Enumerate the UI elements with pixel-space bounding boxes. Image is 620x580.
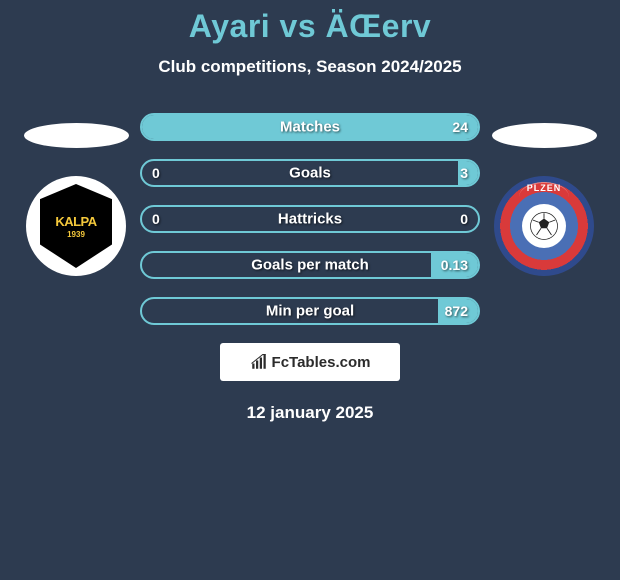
left-team-badge: KALPA 1939 — [26, 176, 126, 276]
main-comparison-row: KALPA 1939 Matches 24 0 Goals 3 — [0, 113, 620, 423]
right-team-badge: PLZEN — [494, 176, 594, 276]
left-badge-year: 1939 — [67, 230, 85, 239]
stat-label: Matches — [280, 119, 340, 136]
stat-bar-goals-per-match: Goals per match 0.13 — [140, 251, 480, 279]
page-subtitle: Club competitions, Season 2024/2025 — [0, 57, 620, 77]
stat-value-right: 24 — [452, 119, 468, 135]
stat-value-right: 3 — [460, 165, 468, 181]
footer-date: 12 january 2025 — [140, 403, 480, 423]
right-badge-top-text: PLZEN — [527, 183, 562, 193]
right-player-placeholder — [492, 123, 597, 148]
stat-bar-matches: Matches 24 — [140, 113, 480, 141]
stat-value-right: 0.13 — [441, 257, 468, 273]
stat-bar-min-per-goal: Min per goal 872 — [140, 297, 480, 325]
stat-bar-goals: 0 Goals 3 — [140, 159, 480, 187]
stat-bar-hattricks: 0 Hattricks 0 — [140, 205, 480, 233]
stats-column: Matches 24 0 Goals 3 0 Hattricks 0 — [136, 113, 484, 423]
stat-label: Min per goal — [266, 303, 354, 320]
left-player-placeholder — [24, 123, 129, 148]
right-badge-center — [522, 204, 566, 248]
left-team-column: KALPA 1939 — [16, 113, 136, 276]
stat-label: Hattricks — [278, 211, 342, 228]
right-team-column: PLZEN — [484, 113, 604, 276]
stat-value-right: 872 — [445, 303, 468, 319]
soccer-ball-icon — [529, 211, 559, 241]
bar-chart-icon — [250, 353, 268, 371]
shield-icon: KALPA 1939 — [40, 184, 112, 268]
left-badge-text: KALPA — [55, 214, 96, 229]
brand-text: FcTables.com — [272, 354, 371, 371]
stat-label: Goals per match — [251, 257, 369, 274]
stat-label: Goals — [289, 165, 331, 182]
stat-value-left: 0 — [152, 165, 160, 181]
stat-value-right: 0 — [460, 211, 468, 227]
stat-value-left: 0 — [152, 211, 160, 227]
page-title: Ayari vs ÄŒerv — [0, 8, 620, 45]
brand-box[interactable]: FcTables.com — [220, 343, 400, 381]
